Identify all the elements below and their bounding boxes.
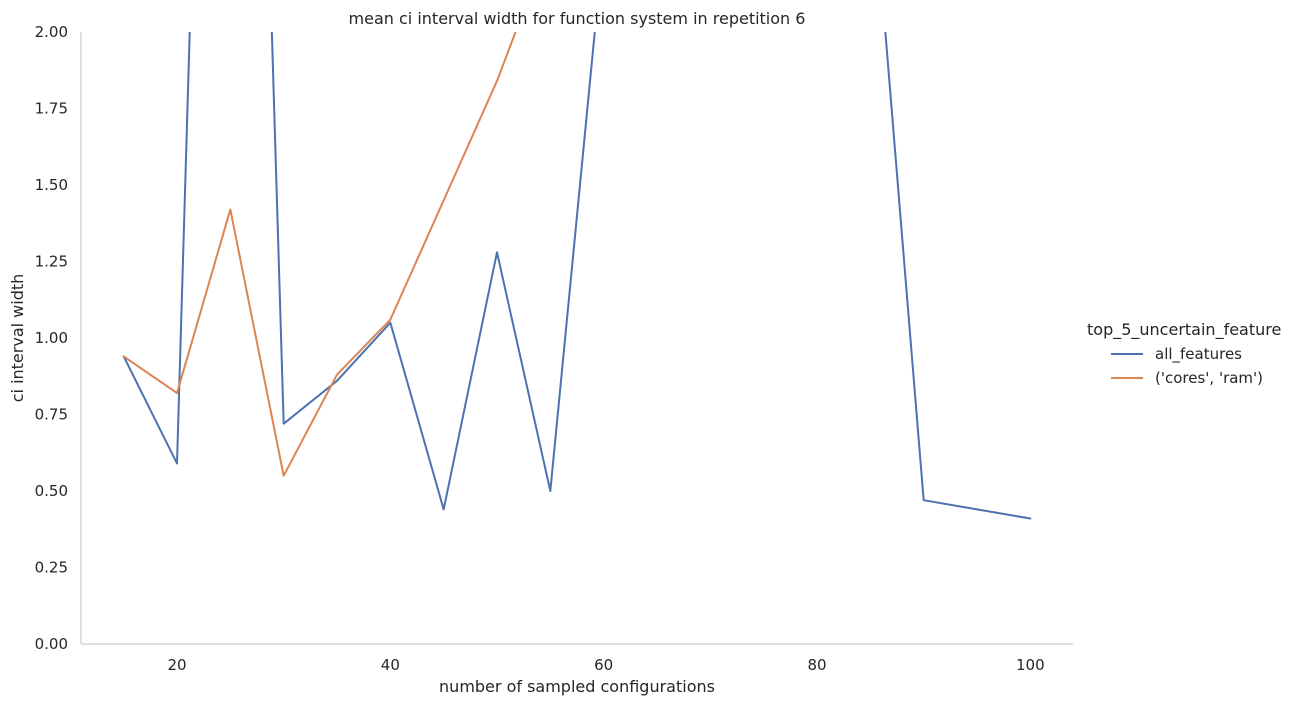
y-tick-label: 2.00 bbox=[35, 23, 68, 41]
x-tick-label: 100 bbox=[1016, 656, 1045, 674]
series-layer bbox=[122, 32, 1032, 520]
y-tick-label: 0.00 bbox=[35, 635, 68, 653]
legend: top_5_uncertain_feature all_features ('co… bbox=[1087, 320, 1281, 387]
legend-title: top_5_uncertain_feature bbox=[1087, 320, 1281, 340]
x-axis-label: number of sampled configurations bbox=[439, 677, 715, 696]
x-tick-label: 20 bbox=[167, 656, 186, 674]
y-tick-label: 0.50 bbox=[35, 482, 68, 500]
y-tick-label: 1.25 bbox=[35, 253, 68, 271]
x-tick-label: 80 bbox=[807, 656, 826, 674]
x-axis-ticks: 20 40 60 80 100 bbox=[167, 656, 1044, 674]
x-tick-label: 40 bbox=[381, 656, 400, 674]
x-tick-label: 60 bbox=[594, 656, 613, 674]
y-tick-label: 0.75 bbox=[35, 406, 68, 424]
legend-label: all_features bbox=[1155, 345, 1242, 364]
y-axis-label: ci interval width bbox=[8, 274, 27, 403]
y-tick-label: 1.75 bbox=[35, 100, 68, 118]
chart-title: mean ci interval width for function syst… bbox=[349, 9, 806, 28]
series-line-cores-ram bbox=[122, 32, 517, 477]
legend-items: all_features ('cores', 'ram') bbox=[1111, 345, 1263, 387]
series-line-all-features bbox=[122, 32, 1032, 520]
y-tick-label: 1.50 bbox=[35, 176, 68, 194]
y-axis-ticks: 0.00 0.25 0.50 0.75 1.00 1.25 1.50 1.75 2.00 bbox=[35, 23, 68, 653]
legend-label: ('cores', 'ram') bbox=[1155, 369, 1263, 387]
y-tick-label: 1.00 bbox=[35, 329, 68, 347]
y-tick-label: 0.25 bbox=[35, 559, 68, 577]
